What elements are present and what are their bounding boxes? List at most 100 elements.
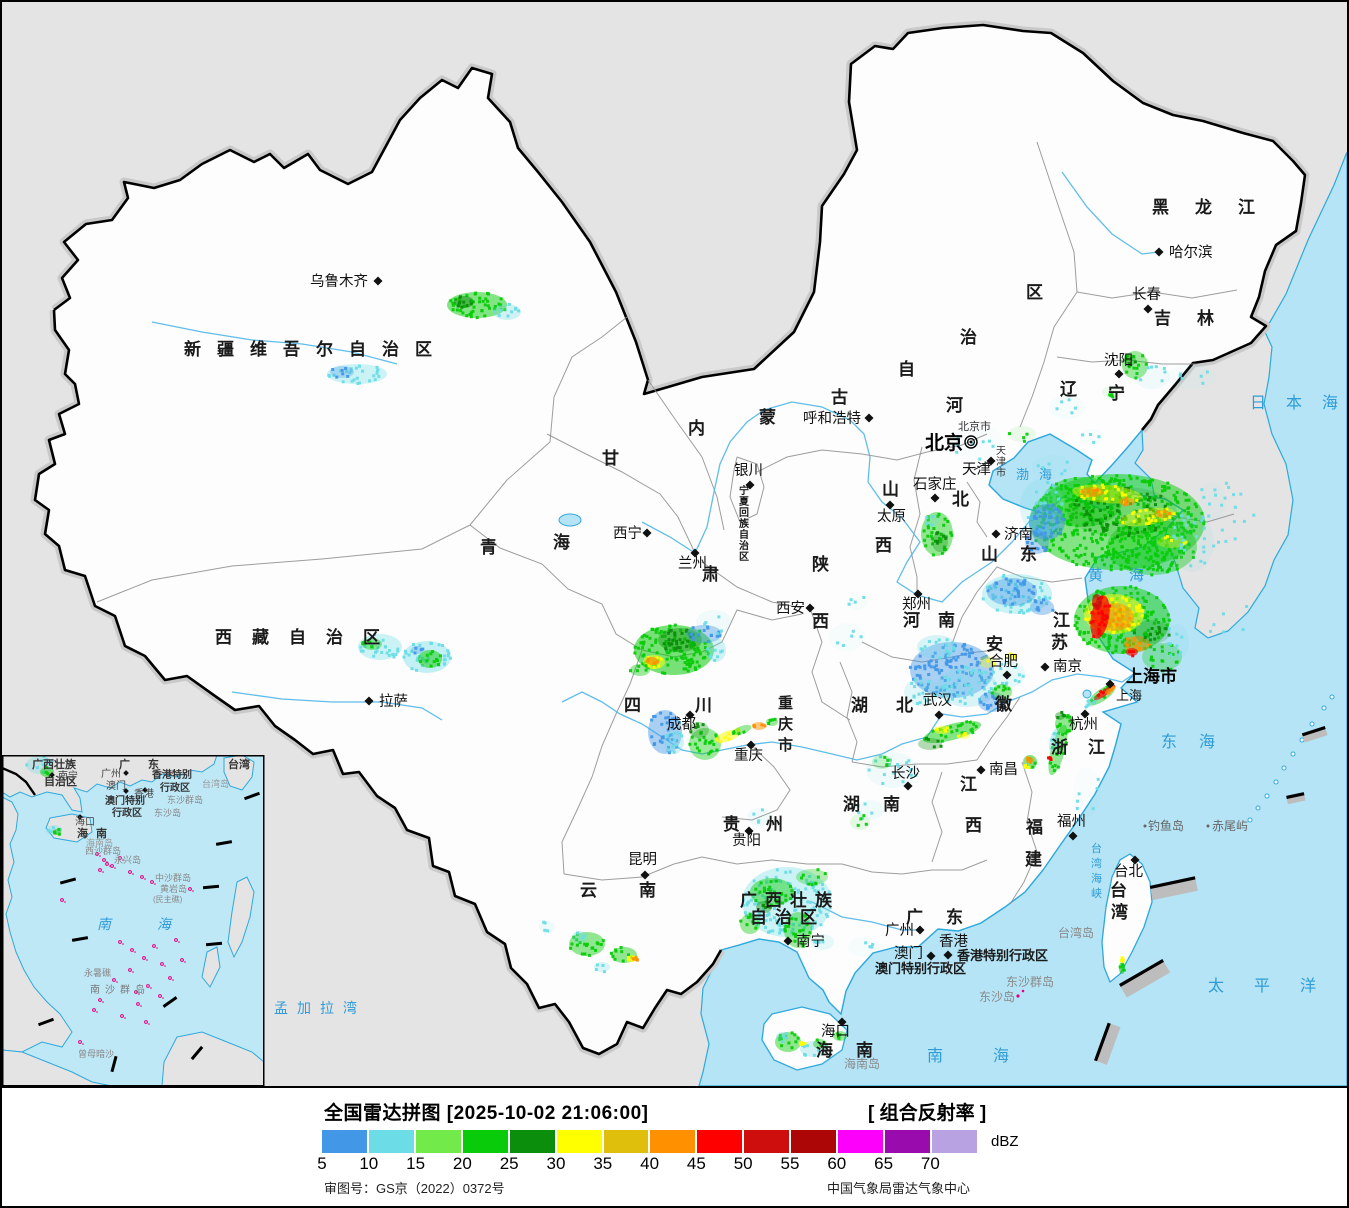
map-label: 区 — [1026, 283, 1043, 302]
map-label: 江 — [960, 775, 977, 794]
capital-marker — [964, 435, 978, 449]
map-label: 庆 — [778, 715, 793, 733]
boundary-dash — [1301, 725, 1328, 743]
map-label: 澳门 — [106, 779, 126, 792]
radar-echo — [1126, 648, 1138, 658]
map-label: 东沙岛 — [154, 807, 181, 818]
map-label: 南 — [883, 794, 900, 814]
map-label: 峡 — [1091, 886, 1102, 900]
map-label: 上海市 — [1126, 666, 1177, 686]
dbz-swatch — [791, 1130, 837, 1153]
map-label: 徽 — [994, 694, 1013, 714]
radar-echo — [569, 932, 605, 957]
map-label: 台 — [1110, 880, 1127, 900]
radar-echo — [1120, 956, 1125, 963]
map-label: 安 — [986, 634, 1003, 654]
map-label: 海南岛 — [844, 1056, 880, 1071]
map-label: 广西壮族 — [32, 757, 77, 771]
map-title: 全国雷达拼图 [2025-10-02 21:06:00] — [324, 1103, 649, 1124]
legend-panel: 全国雷达拼图 [2025-10-02 21:06:00] [ 组合反射率 ] 5… — [2, 1086, 1347, 1206]
map-label: 江 — [1088, 738, 1105, 757]
dbz-tick: 45 — [686, 1154, 706, 1173]
map-label: 自 — [898, 359, 915, 379]
map-label: 东沙群岛 — [1006, 974, 1054, 989]
city-marker — [913, 589, 923, 599]
map-label: 肃 — [702, 565, 719, 584]
map-label: 苏 — [1051, 632, 1068, 652]
map-label: 广 — [906, 907, 923, 927]
radar-echo — [847, 594, 867, 610]
dbz-tick: 20 — [452, 1154, 472, 1173]
radar-echo — [775, 1031, 801, 1052]
map-label: 东沙岛 — [979, 989, 1015, 1004]
approval-number: 审图号：GS京（2022）0372号 — [324, 1181, 505, 1196]
radar-echo-layer — [327, 291, 1256, 1057]
city-label: 台北 — [1114, 863, 1143, 880]
map-label: 南 — [856, 1040, 873, 1060]
radar-echo — [848, 937, 880, 957]
map-label: 北京市 — [958, 419, 991, 433]
city-marker — [640, 870, 650, 880]
map-label: 湾 — [1091, 856, 1102, 870]
map-label: 南 — [938, 610, 955, 630]
map-label: 台 — [1091, 841, 1102, 855]
radar-echo — [688, 728, 721, 760]
city-label: 昆明 — [628, 852, 657, 868]
radar-echo — [866, 752, 918, 788]
map-label: 回 — [739, 507, 749, 519]
radar-echo — [1167, 365, 1217, 389]
map-label: 江 — [1053, 611, 1070, 630]
radar-echo — [813, 1038, 827, 1049]
map-label: 西 — [965, 816, 982, 835]
city-label: 海口 — [821, 1023, 850, 1040]
city-label: 济南 — [1004, 526, 1033, 543]
map-label: 宁 — [739, 484, 749, 497]
radar-echo — [1209, 605, 1249, 634]
radar-echo — [689, 722, 709, 738]
map-label: 建 — [1025, 849, 1042, 869]
radar-echo — [990, 684, 1012, 700]
boundary-dash — [1119, 959, 1171, 998]
map-label: 河 — [903, 611, 920, 630]
radar-echo — [1132, 620, 1171, 644]
map-label: 广州 — [101, 768, 121, 780]
city-label: 石家庄 — [913, 475, 957, 493]
dbz-swatch — [744, 1130, 790, 1153]
city-marker — [364, 696, 374, 706]
city-marker — [837, 1017, 847, 1027]
map-label: 广 — [119, 757, 130, 771]
city-label: 南宁 — [796, 933, 825, 950]
city-marker — [685, 710, 695, 720]
map-label: 赤尾屿 — [1212, 819, 1248, 833]
city-marker — [1105, 679, 1115, 689]
radar-echo — [956, 732, 970, 739]
radar-echo — [904, 678, 940, 706]
map-label: 永暑礁 — [84, 967, 111, 978]
map-label: 贵 — [723, 814, 740, 834]
radar-echo — [934, 726, 950, 734]
dbz-swatch — [603, 1130, 649, 1153]
map-label: 治 — [960, 327, 977, 347]
map-label: 宁 — [1108, 383, 1125, 403]
map-label: 吉林 — [1154, 308, 1240, 328]
radar-echo — [1049, 728, 1059, 752]
boundary-dash — [1094, 1022, 1121, 1065]
city-label: 南京 — [1053, 658, 1082, 675]
city-label: 成都 — [667, 716, 696, 733]
city-marker — [805, 603, 815, 613]
city-marker — [1040, 662, 1050, 672]
radar-echo — [1055, 714, 1075, 734]
radar-echo — [1124, 354, 1137, 368]
dbz-swatch — [322, 1130, 367, 1153]
radar-echo — [796, 868, 828, 887]
radar-echo — [1165, 624, 1189, 660]
map-label: 南沙群岛 — [90, 983, 150, 996]
city-marker — [915, 925, 925, 935]
radar-echo — [1025, 530, 1049, 554]
city-label: 西宁 — [613, 525, 642, 542]
map-label: 行政区 — [111, 806, 142, 819]
dbz-tick: 60 — [827, 1154, 847, 1173]
boundary-dash — [1149, 876, 1198, 901]
city-marker — [690, 548, 700, 558]
city-marker — [926, 951, 936, 961]
